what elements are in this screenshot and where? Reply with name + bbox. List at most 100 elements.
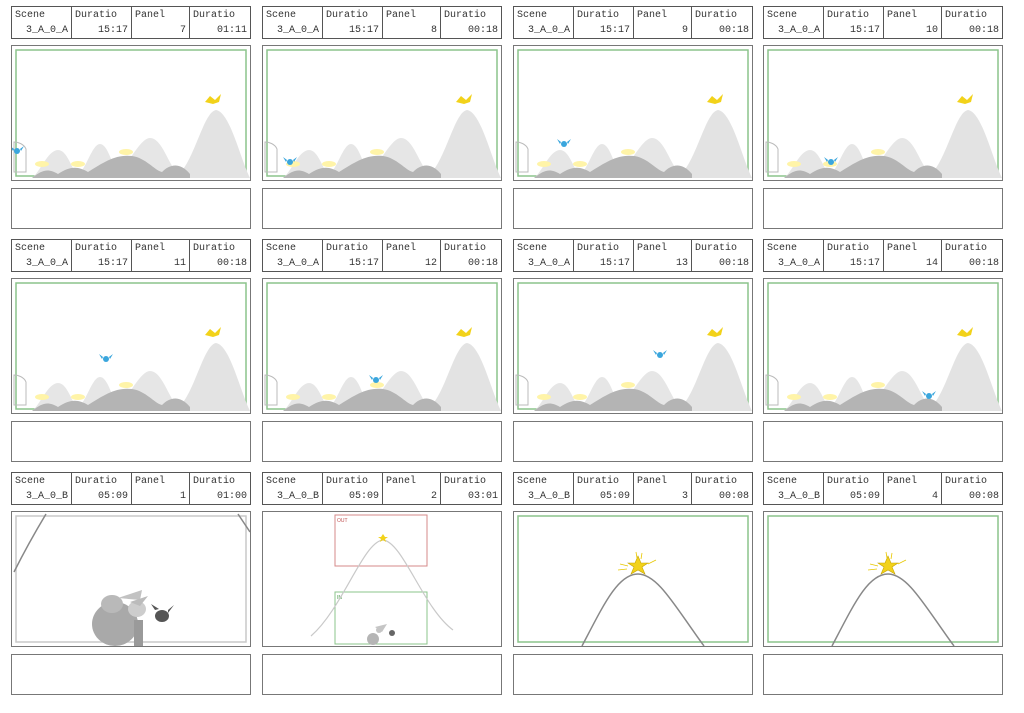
- landscape-drawing: [264, 49, 501, 178]
- panel-number: 10: [925, 25, 938, 36]
- glow-spot: [35, 161, 49, 167]
- panel-header: Scene 3_A_0_B Duratio 05:09 Panel 2 Duratio…: [262, 472, 502, 505]
- panel-duration-value: 01:11: [216, 25, 247, 36]
- panel-number: 13: [675, 258, 688, 269]
- panel-duration-label: Duratio: [193, 476, 236, 487]
- panel-notes[interactable]: [513, 188, 753, 229]
- panel-label: Panel: [637, 10, 668, 21]
- scene-value: 3_A_0_B: [276, 491, 319, 502]
- characters-drawing: [13, 513, 250, 646]
- panel-notes[interactable]: [513, 654, 753, 695]
- hill-outline: [310, 539, 454, 637]
- panel-notes[interactable]: [11, 654, 251, 695]
- panel-notes[interactable]: [763, 188, 1003, 229]
- panel-image[interactable]: [513, 45, 753, 181]
- duration-value: 15:17: [599, 25, 630, 36]
- panel-image[interactable]: [11, 45, 251, 181]
- panel-duration-value: 01:00: [216, 491, 247, 502]
- duration-value: 05:09: [599, 491, 630, 502]
- glow-spot: [322, 394, 336, 400]
- panel-duration-label: Duratio: [695, 476, 738, 487]
- hill-outline: [831, 573, 955, 646]
- hill-outline: [581, 573, 705, 646]
- panel-header: Scene 3_A_0_A Duratio 15:17 Panel 8 Duratio…: [262, 6, 502, 39]
- panel-notes[interactable]: [763, 421, 1003, 462]
- foreground-hills: [283, 388, 441, 411]
- duration-value: 05:09: [97, 491, 128, 502]
- panel-label: Panel: [135, 243, 166, 254]
- building-outline: [13, 141, 27, 173]
- panel-image[interactable]: [262, 45, 502, 181]
- foreground-hills: [784, 388, 942, 411]
- panel-image[interactable]: [763, 511, 1003, 647]
- star-icon: [707, 94, 723, 104]
- scene-value: 3_A_0_A: [777, 25, 820, 36]
- duration-label: Duratio: [827, 10, 870, 21]
- star-icon: [456, 94, 472, 104]
- panel-notes[interactable]: [262, 421, 502, 462]
- panel-image[interactable]: [262, 278, 502, 414]
- panel-image[interactable]: [763, 45, 1003, 181]
- panel-notes[interactable]: [513, 421, 753, 462]
- out-frame: [334, 514, 428, 567]
- panel-number: 9: [681, 25, 688, 36]
- landscape-drawing: [12, 49, 250, 178]
- duration-label: Duratio: [577, 476, 620, 487]
- panel-number: 3: [681, 491, 688, 502]
- scene-label: Scene: [517, 10, 548, 21]
- panel-label: Panel: [386, 10, 417, 21]
- bird-icon: [922, 391, 936, 399]
- panel-image[interactable]: [513, 278, 753, 414]
- panel-number: 8: [430, 25, 437, 36]
- panel-duration-label: Duratio: [444, 476, 487, 487]
- peak-drawing: [767, 515, 999, 646]
- panel-header: Scene 3_A_0_A Duratio 15:17 Panel 13 Durati…: [513, 239, 753, 272]
- glow-spot: [537, 161, 551, 167]
- panel-label: Panel: [637, 476, 668, 487]
- landscape-drawing: [515, 282, 752, 411]
- panel-image[interactable]: OUT IN: [262, 511, 502, 647]
- big-hill: [674, 343, 752, 411]
- panel-image[interactable]: [11, 511, 251, 647]
- panel-notes[interactable]: [262, 654, 502, 695]
- panel-notes[interactable]: [262, 188, 502, 229]
- panel-duration-label: Duratio: [695, 10, 738, 21]
- panel-image[interactable]: [513, 511, 753, 647]
- scene-value: 3_A_0_B: [527, 491, 570, 502]
- bird-icon: [557, 139, 571, 147]
- glow-spot: [573, 394, 587, 400]
- scene-value: 3_A_0_A: [276, 25, 319, 36]
- building-outline: [264, 374, 278, 406]
- glow-spot: [322, 161, 336, 167]
- foreground-hills: [534, 155, 692, 178]
- panel-notes[interactable]: [763, 654, 1003, 695]
- bird-icon: [653, 350, 667, 358]
- glow-spot: [537, 394, 551, 400]
- foreground-hills: [283, 155, 441, 178]
- panel-image[interactable]: [11, 278, 251, 414]
- scene-label: Scene: [15, 10, 46, 21]
- bird-icon: [99, 354, 113, 362]
- panel-duration-label: Duratio: [444, 10, 487, 21]
- duration-label: Duratio: [75, 476, 118, 487]
- glow-spot: [119, 149, 133, 155]
- glow-spot: [823, 394, 837, 400]
- duration-label: Duratio: [326, 476, 369, 487]
- glow-spot: [871, 149, 885, 155]
- panel-notes[interactable]: [11, 188, 251, 229]
- panel-duration-label: Duratio: [945, 10, 988, 21]
- duration-label: Duratio: [326, 243, 369, 254]
- character-group: [367, 624, 395, 645]
- glow-spot: [871, 382, 885, 388]
- panel-image[interactable]: [763, 278, 1003, 414]
- panel-duration-value: 00:08: [718, 491, 749, 502]
- duration-value: 05:09: [348, 491, 379, 502]
- bird-icon: [824, 157, 838, 165]
- bird-icon: [12, 146, 24, 154]
- panel-header: Scene 3_A_0_A Duratio 15:17 Panel 7 Duratio…: [11, 6, 251, 39]
- duration-value: 15:17: [849, 25, 880, 36]
- star-icon: [707, 327, 723, 337]
- panel-notes[interactable]: [11, 421, 251, 462]
- panel-number: 7: [179, 25, 186, 36]
- panel-duration-label: Duratio: [695, 243, 738, 254]
